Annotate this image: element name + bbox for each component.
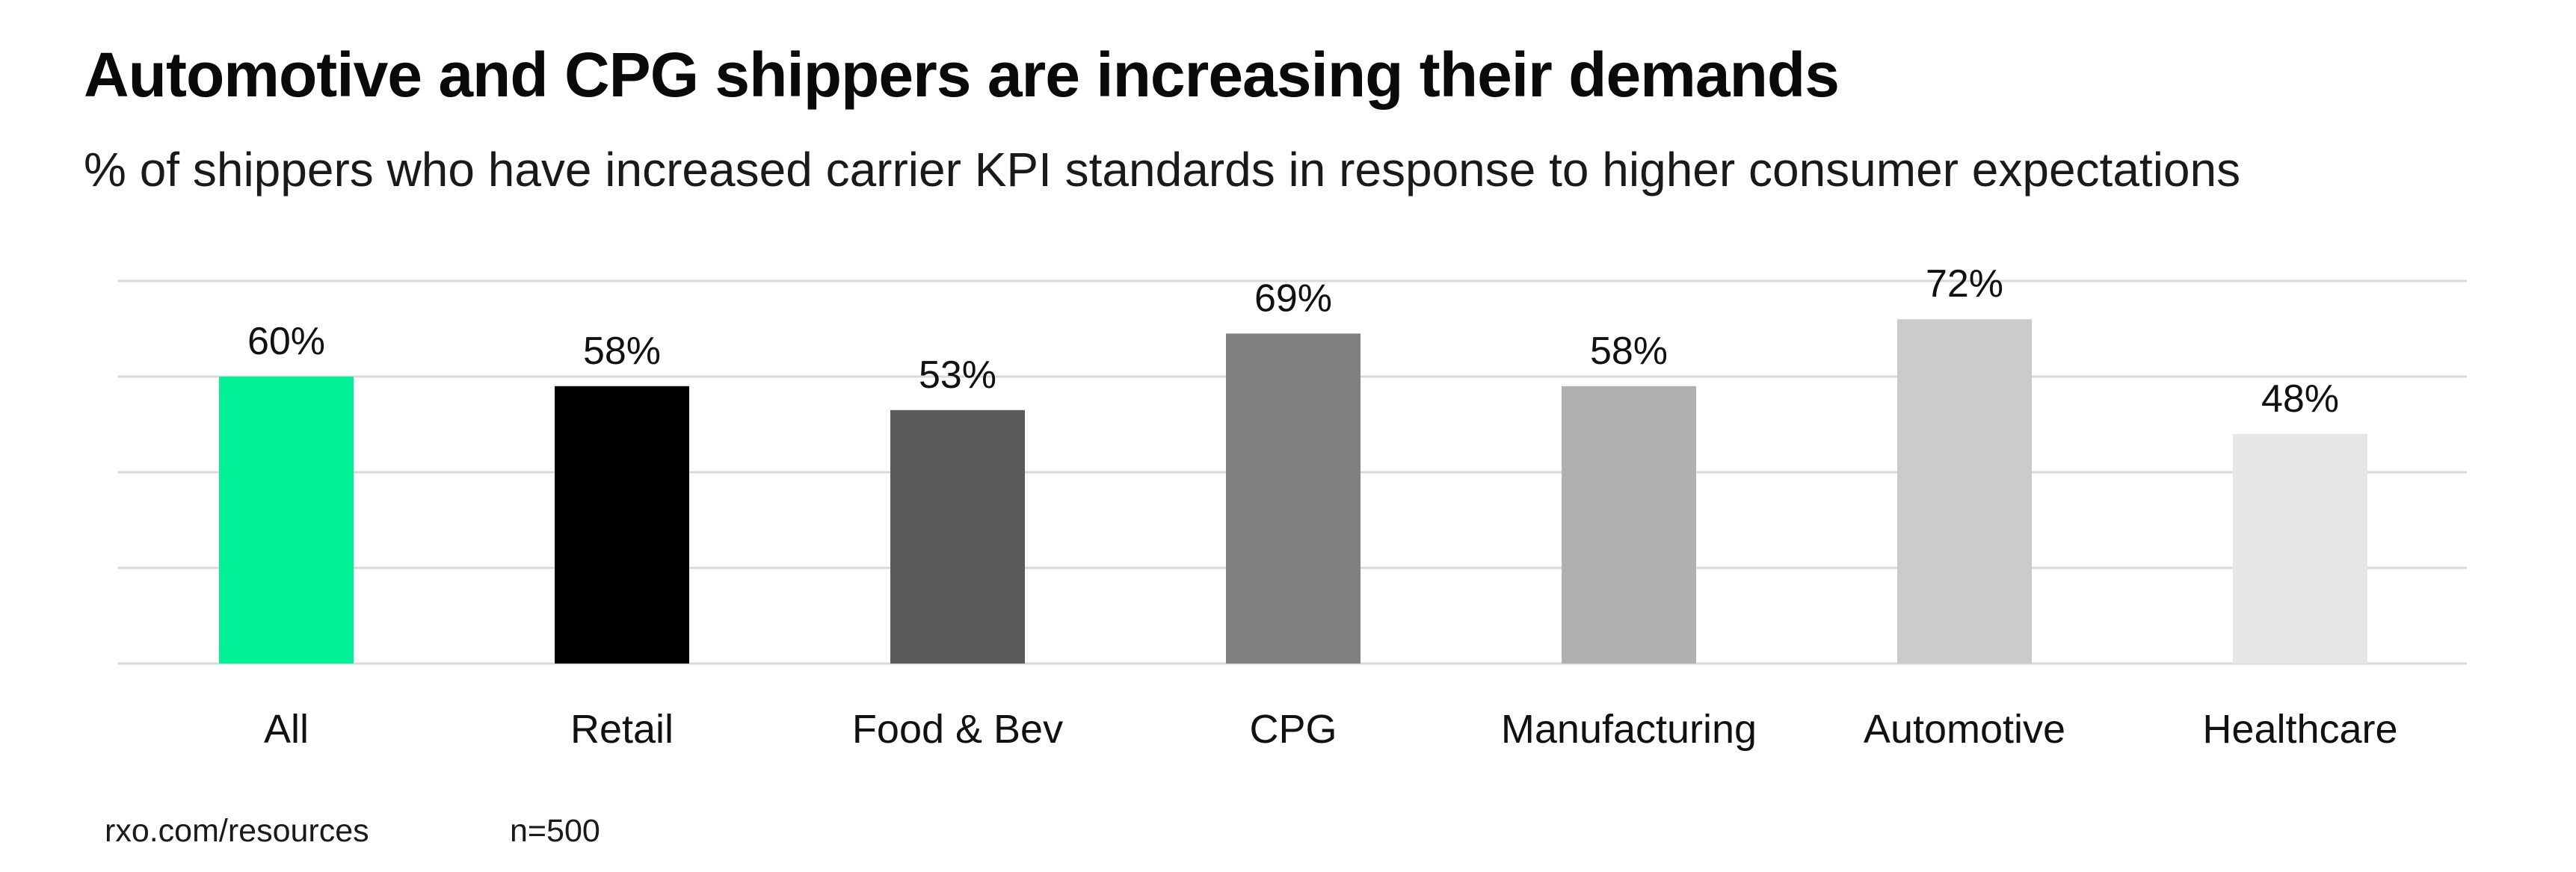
source-note: rxo.com/resources bbox=[105, 813, 369, 849]
category-label: Manufacturing bbox=[1501, 707, 1757, 752]
bar-retail bbox=[555, 386, 689, 664]
category-label: Healthcare bbox=[2202, 707, 2397, 752]
category-labels: All Retail Food & Bev CPG Manufacturing Autom… bbox=[264, 707, 2398, 752]
bar-healthcare bbox=[2233, 433, 2367, 664]
category-label: Automotive bbox=[1864, 707, 2065, 752]
value-label: 72% bbox=[1926, 262, 2003, 306]
chart-title: Automotive and CPG shippers are increasi… bbox=[84, 40, 1840, 110]
category-label: CPG bbox=[1249, 707, 1337, 752]
bar-automotive bbox=[1897, 319, 2032, 664]
value-label: 48% bbox=[2261, 377, 2339, 421]
bar-manufacturing bbox=[1562, 386, 1696, 664]
chart-subtitle: % of shippers who have increased carrier… bbox=[84, 143, 2241, 197]
value-label: 60% bbox=[247, 320, 325, 363]
value-label: 69% bbox=[1254, 276, 1332, 320]
value-label: 58% bbox=[1590, 330, 1668, 373]
sample-size-note: n=500 bbox=[510, 813, 600, 849]
bar-all bbox=[219, 377, 354, 664]
category-label: Retail bbox=[570, 707, 674, 752]
bar-cpg bbox=[1226, 333, 1361, 664]
value-label: 58% bbox=[583, 330, 661, 373]
bar-food-bev bbox=[890, 409, 1025, 664]
category-label: All bbox=[264, 707, 309, 752]
value-labels: 60% 58% 53% 69% 58% 72% 48% bbox=[247, 262, 2339, 421]
bars bbox=[219, 319, 2367, 664]
category-label: Food & Bev bbox=[852, 707, 1063, 752]
value-label: 53% bbox=[919, 353, 996, 397]
